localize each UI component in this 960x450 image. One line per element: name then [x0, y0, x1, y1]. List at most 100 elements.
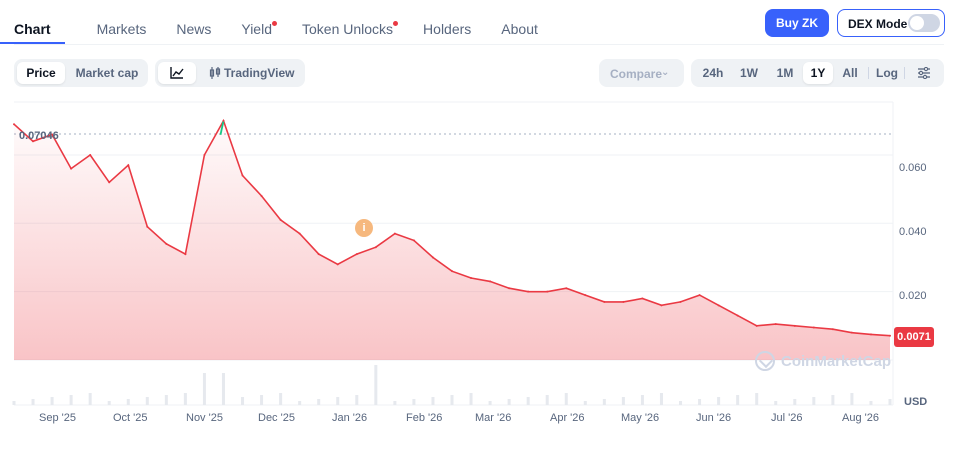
price-chart[interactable] — [0, 100, 960, 430]
price-point — [355, 253, 358, 256]
volume-bar — [50, 397, 54, 405]
compare-dropdown[interactable]: Compare ⌄ — [599, 59, 684, 87]
range-1y[interactable]: 1Y — [803, 62, 833, 84]
price-point — [603, 300, 606, 303]
tab-yield[interactable]: Yield — [241, 0, 277, 44]
dex-mode-button[interactable]: DEX Mode — [837, 9, 945, 37]
tab-label: About — [501, 21, 538, 37]
tab-bar: Chart Markets News Yield Token Unlocks H… — [0, 0, 568, 44]
volume-bar — [260, 395, 264, 405]
x-tick-label: Dec '25 — [258, 412, 295, 424]
volume-bar — [12, 401, 16, 405]
x-tick-label: Jun '26 — [696, 412, 732, 424]
volume-bar — [107, 401, 111, 405]
volume-bar — [602, 399, 606, 405]
x-tick-label: Sep '25 — [39, 412, 76, 424]
price-area — [14, 120, 890, 360]
volume-bar — [583, 401, 587, 405]
price-point — [374, 246, 377, 249]
price-point — [527, 290, 530, 293]
price-point — [222, 119, 225, 122]
range-all[interactable]: All — [842, 66, 858, 80]
price-chart-svg — [12, 101, 894, 406]
price-point — [622, 300, 625, 303]
volume-bar — [374, 365, 378, 405]
top-nav: Chart Markets News Yield Token Unlocks H… — [0, 0, 960, 46]
currency-label: USD — [904, 396, 928, 408]
price-point — [889, 334, 891, 337]
tab-label: Markets — [96, 21, 147, 37]
line-chart-option[interactable] — [158, 62, 196, 84]
tab-label: Chart — [14, 21, 51, 37]
candlestick-icon — [209, 67, 221, 79]
volume-bar — [755, 393, 759, 405]
x-tick-label: Aug '26 — [842, 412, 879, 424]
price-point — [698, 294, 701, 297]
x-tick-label: Nov '25 — [186, 412, 223, 424]
volume-bar — [450, 395, 454, 405]
price-point — [736, 314, 739, 317]
price-point — [546, 290, 549, 293]
price-point — [279, 218, 282, 221]
tab-label: Yield — [241, 21, 272, 37]
x-tick-label: Jan '26 — [332, 412, 368, 424]
tab-holders[interactable]: Holders — [423, 0, 471, 44]
volume-bar — [869, 401, 873, 405]
y-tick-label: 0.020 — [899, 290, 927, 302]
current-price-tag: 0.0071 — [894, 327, 934, 347]
tab-markets[interactable]: Markets — [97, 0, 147, 44]
price-point — [774, 323, 777, 326]
range-1m[interactable]: 1M — [776, 66, 794, 80]
volume-bar — [241, 397, 245, 405]
notification-dot — [272, 21, 277, 26]
volume-bar — [431, 397, 435, 405]
tab-news[interactable]: News — [176, 0, 211, 44]
range-1w[interactable]: 1W — [740, 66, 758, 80]
notification-dot — [393, 21, 399, 26]
range-switch: 24h 1W 1M 1Y All Log — [691, 59, 944, 87]
price-point — [660, 304, 663, 307]
price-point — [755, 324, 758, 327]
volume-bar — [145, 397, 149, 405]
price-points — [13, 119, 891, 337]
volume-bar — [659, 393, 663, 405]
buy-button[interactable]: Buy ZK — [765, 9, 829, 37]
tab-token-unlocks[interactable]: Token Unlocks — [302, 0, 399, 44]
volume-bar — [564, 393, 568, 405]
price-point — [317, 253, 320, 256]
dex-mode-toggle[interactable] — [908, 14, 940, 32]
volume-bar — [774, 401, 778, 405]
price-point — [393, 232, 396, 235]
info-marker[interactable]: i — [355, 219, 373, 237]
volume-bar — [793, 399, 797, 405]
y-tick-label: 0.060 — [899, 162, 927, 174]
line-chart-icon — [170, 67, 184, 79]
coinmarketcap-watermark: CoinMarketCap — [755, 351, 891, 371]
log-scale-toggle[interactable]: Log — [876, 66, 898, 80]
dex-mode-label: DEX Mode — [848, 17, 908, 31]
price-point — [584, 294, 587, 297]
chart-view-switch: TradingView — [155, 59, 305, 87]
volume-bar — [126, 399, 130, 405]
price-point — [850, 331, 853, 334]
volume-bar — [336, 397, 340, 405]
tab-label: Token Unlocks — [302, 21, 394, 37]
price-point — [165, 242, 168, 245]
tab-about[interactable]: About — [501, 0, 538, 44]
price-point — [869, 333, 872, 336]
price-point — [470, 276, 473, 279]
chart-settings-button[interactable] — [909, 62, 939, 84]
price-point — [641, 297, 644, 300]
volume-bar — [412, 399, 416, 405]
range-24h[interactable]: 24h — [702, 66, 724, 80]
price-option[interactable]: Price — [17, 62, 65, 84]
divider — [904, 67, 905, 79]
tab-chart[interactable]: Chart — [0, 0, 65, 44]
volume-bar — [355, 395, 359, 405]
tradingview-option[interactable]: TradingView — [201, 62, 303, 84]
volume-bar — [221, 373, 225, 405]
market-cap-option[interactable]: Market cap — [75, 66, 139, 80]
volume-bar — [202, 373, 206, 405]
price-point — [51, 133, 54, 136]
price-point — [108, 181, 111, 184]
